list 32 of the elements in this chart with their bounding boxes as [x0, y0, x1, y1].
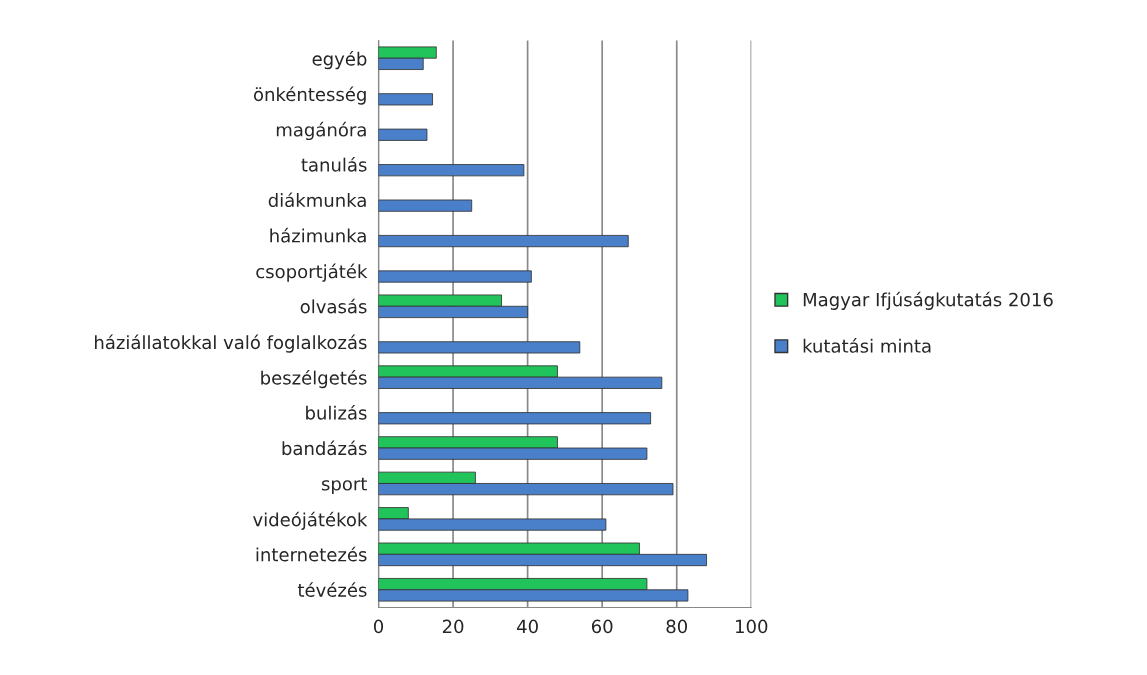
bar: [378, 412, 652, 425]
y-tick-label: házimunka: [270, 227, 366, 243]
x-tick-label: 0: [373, 619, 384, 634]
y-tick-label: videójátékok: [253, 511, 368, 530]
x-tick-label: 20: [442, 619, 464, 634]
y-tick-label: diákmunka: [268, 192, 366, 208]
x-tick-label: 80: [666, 619, 688, 634]
bar: [378, 164, 525, 177]
bar: [378, 341, 581, 354]
bar: [378, 199, 473, 212]
y-tick-label: olvasás: [300, 298, 367, 314]
x-tick-label: 100: [736, 619, 768, 634]
y-tick-label: magánóra: [276, 121, 366, 141]
y-tick-label: tanulás: [301, 156, 367, 172]
y-tick-label: háziállatokkal való foglalkozás: [95, 334, 367, 353]
legend-label: Magyar Ifjúságkutatás 2016: [803, 291, 1053, 310]
y-tick-label: egyéb: [312, 51, 367, 70]
y-tick-label: tévézés: [297, 582, 367, 597]
y-tick-label: beszélgetés: [261, 369, 367, 389]
y-tick-label: bulizás: [306, 405, 367, 420]
bar: [378, 93, 433, 106]
bar: [378, 234, 629, 248]
x-tick-label: 40: [517, 619, 538, 634]
y-tick-label: önkéntesség: [253, 86, 366, 105]
y-tick-label: bandázás: [282, 440, 367, 456]
bar: [378, 128, 428, 141]
y-tick-label: csoportjáték: [256, 263, 368, 282]
y-tick-label: sport: [321, 477, 367, 495]
y-tick-label: internetezés: [256, 546, 367, 562]
bar: [378, 270, 532, 283]
x-tick-label: 60: [591, 619, 613, 634]
legend-label: kutatási minta: [803, 338, 931, 353]
